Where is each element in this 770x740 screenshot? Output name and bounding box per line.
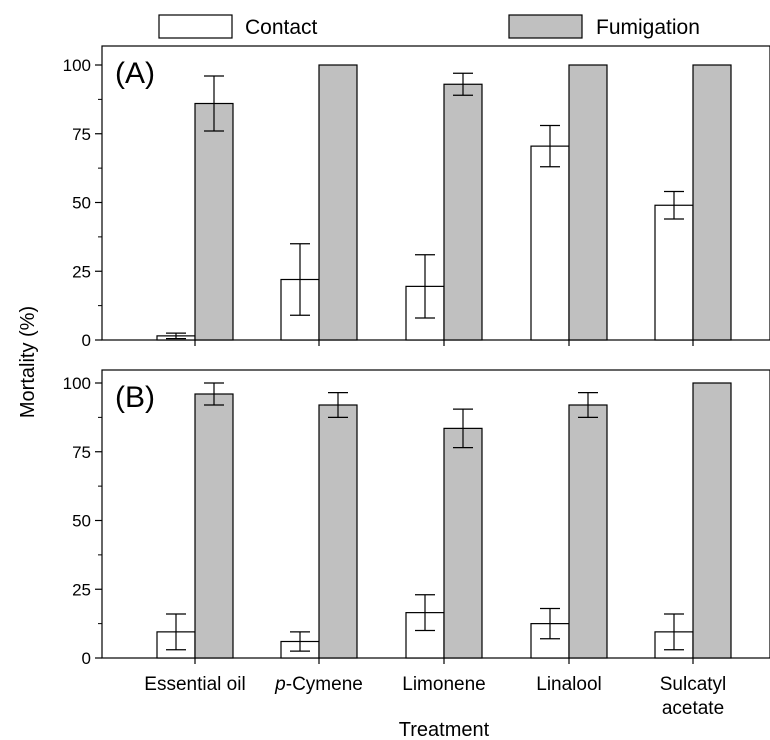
x-tick-label-line2: acetate bbox=[662, 698, 724, 719]
bar-fumigation bbox=[443, 83, 483, 341]
x-tick-label: Essential oil bbox=[144, 674, 245, 695]
legend: Contact Fumigation bbox=[158, 14, 700, 39]
bar-fumigation bbox=[194, 393, 234, 659]
y-tick-label: 0 bbox=[82, 649, 91, 668]
y-tick-label: 25 bbox=[72, 262, 91, 281]
y-tick-label: 50 bbox=[72, 194, 91, 213]
bar-fumigation bbox=[568, 404, 608, 659]
bar-fumigation bbox=[568, 64, 608, 341]
panel-label: (A) bbox=[115, 57, 155, 90]
bar-fumigation bbox=[692, 64, 732, 341]
legend-contact-label: Contact bbox=[245, 16, 318, 39]
panel-b: 0 25 50 75 100 (B) bbox=[63, 369, 770, 668]
bar-contact bbox=[530, 145, 570, 341]
y-tick-label: 100 bbox=[63, 56, 91, 75]
bar-fumigation bbox=[692, 382, 732, 659]
bar-fumigation bbox=[318, 64, 358, 341]
x-tick-label: Sulcatyl bbox=[660, 674, 727, 695]
x-axis-title: Treatment bbox=[399, 719, 490, 740]
bar-fumigation bbox=[318, 404, 358, 659]
legend-fumigation-label: Fumigation bbox=[596, 16, 700, 39]
legend-contact-swatch bbox=[158, 14, 233, 39]
y-tick-label: 25 bbox=[72, 580, 91, 599]
y-tick-label: 0 bbox=[82, 331, 91, 350]
bar-fumigation bbox=[443, 427, 483, 659]
bar-contact bbox=[405, 612, 445, 659]
x-tick-label: Limonene bbox=[402, 674, 485, 695]
bar-fumigation bbox=[194, 102, 234, 341]
y-tick-label: 75 bbox=[72, 125, 91, 144]
x-tick-labels: Essential oil p-Cymene Limonene Linalool Sul… bbox=[144, 674, 726, 719]
panel-label: (B) bbox=[115, 381, 155, 414]
bar-contact bbox=[654, 204, 694, 341]
y-tick-label: 100 bbox=[63, 374, 91, 393]
legend-fumigation-swatch bbox=[508, 14, 583, 39]
y-axis-title: Mortality (%) bbox=[17, 306, 39, 418]
y-tick-label: 75 bbox=[72, 443, 91, 462]
x-tick-label: Linalool bbox=[536, 674, 602, 695]
y-tick-label: 50 bbox=[72, 512, 91, 531]
panel-a: 0 25 50 75 100 (A) bbox=[63, 45, 770, 350]
x-tick-label: p-Cymene bbox=[274, 674, 363, 695]
